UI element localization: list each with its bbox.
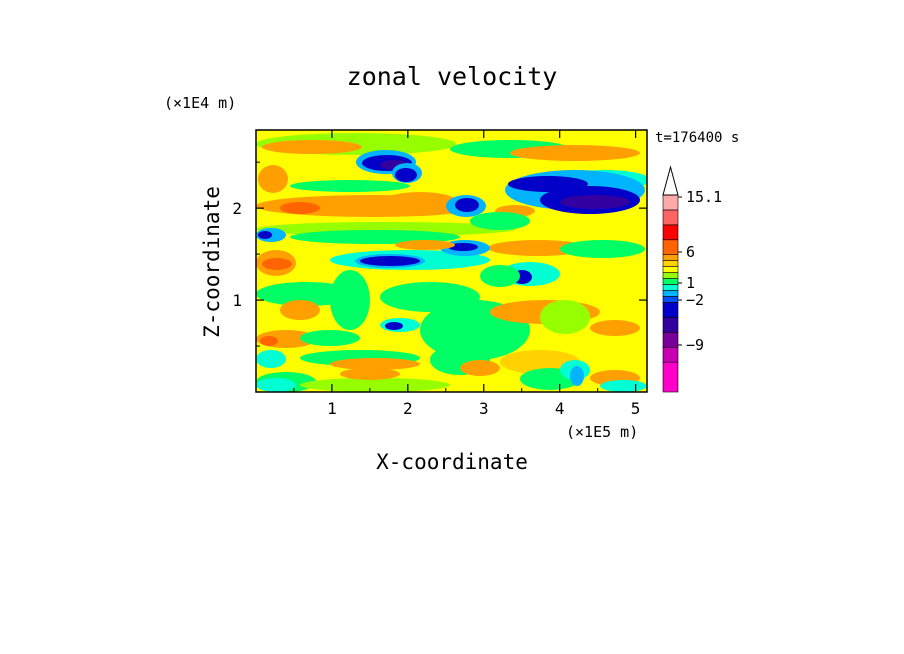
colorbar-swatch	[662, 254, 679, 261]
contour-region	[460, 360, 500, 376]
contour-region	[470, 212, 530, 230]
colorbar	[662, 165, 679, 393]
y-unit-label: (×1E4 m)	[164, 94, 236, 112]
contour-region	[256, 378, 296, 392]
x-axis-label: X-coordinate	[376, 450, 528, 474]
x-tick-label: 2	[403, 399, 413, 418]
colorbar-label: 1	[686, 274, 695, 292]
contour-region	[340, 368, 400, 380]
contour-region	[258, 165, 288, 193]
colorbar-swatch	[662, 317, 679, 333]
contour-region	[510, 145, 640, 161]
colorbar-swatch	[662, 278, 679, 285]
contour-region	[256, 350, 286, 368]
plot-frame	[255, 129, 648, 393]
contour-region	[455, 198, 479, 212]
contour-region	[560, 195, 630, 209]
contour-region	[258, 231, 272, 239]
contour-region	[395, 240, 455, 250]
contour-region	[260, 336, 278, 346]
chart-title: zonal velocity	[347, 62, 558, 91]
colorbar-swatch	[662, 290, 679, 297]
contour-region	[480, 265, 520, 287]
contour-region	[380, 192, 460, 216]
contour-region	[600, 380, 647, 392]
contour-region	[500, 350, 580, 374]
contour-region	[570, 366, 584, 386]
y-tick-label: 1	[232, 291, 242, 310]
x-tick-label: 5	[631, 399, 641, 418]
x-tick-labels: 1 2 3 4 5	[293, 130, 641, 418]
contour-region	[300, 378, 450, 392]
colorbar-swatch	[662, 284, 679, 291]
contour-region	[385, 322, 403, 330]
y-axis-label: Z-coordinate	[200, 186, 224, 338]
contour-region	[262, 140, 362, 154]
time-label: t=176400 s	[655, 130, 739, 146]
contour-region	[560, 240, 645, 258]
contour-region	[280, 202, 320, 214]
colorbar-swatch	[662, 239, 679, 255]
colorbar-label: 15.1	[686, 188, 722, 206]
colorbar-swatch	[662, 332, 679, 348]
contour-region	[540, 300, 590, 334]
colorbar-labels: 15.1 6 1−2 −9	[678, 188, 722, 354]
contour-region	[290, 180, 410, 192]
x-unit-label: (×1E5 m)	[566, 423, 638, 441]
contour-region	[330, 358, 420, 370]
colorbar-swatch	[662, 266, 679, 273]
contour-region	[448, 243, 478, 251]
plot-area	[255, 129, 648, 393]
colorbar-swatch	[662, 346, 679, 363]
contour-region	[262, 258, 292, 270]
contour-region	[330, 270, 370, 330]
colorbar-swatch	[662, 296, 679, 303]
colorbar-swatch	[662, 302, 679, 318]
contour-region	[590, 320, 640, 336]
contour-region	[395, 168, 417, 182]
x-tick-label: 3	[479, 399, 489, 418]
y-tick-label: 2	[232, 199, 242, 218]
contour-region	[360, 256, 420, 266]
x-tick-label: 4	[555, 399, 565, 418]
colorbar-label: 6	[686, 243, 695, 261]
colorbar-swatch	[662, 260, 679, 267]
colorbar-swatch	[662, 361, 679, 393]
colorbar-swatch	[662, 194, 679, 211]
colorbar-swatch	[662, 224, 679, 241]
contour-region	[280, 300, 320, 320]
colorbar-swatch	[662, 209, 679, 226]
y-tick-labels: 12	[232, 161, 647, 347]
contour-field	[256, 130, 647, 392]
colorbar-overflow-triangle	[662, 165, 679, 196]
x-tick-label: 1	[327, 399, 337, 418]
colorbar-swatch	[662, 272, 679, 279]
colorbar-label: −9	[686, 336, 704, 354]
colorbar-label: −2	[686, 291, 704, 309]
contour-region	[300, 330, 360, 346]
